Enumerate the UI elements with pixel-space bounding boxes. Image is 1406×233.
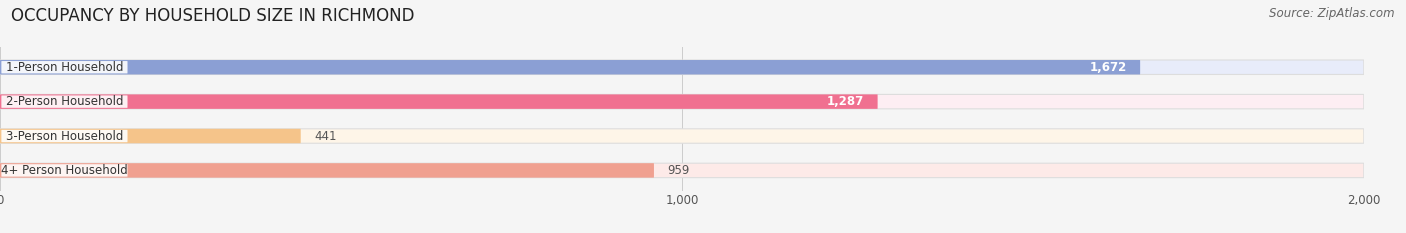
FancyBboxPatch shape <box>1 130 128 142</box>
FancyBboxPatch shape <box>0 60 1364 75</box>
Text: Source: ZipAtlas.com: Source: ZipAtlas.com <box>1270 7 1395 20</box>
FancyBboxPatch shape <box>0 94 877 109</box>
Text: 3-Person Household: 3-Person Household <box>6 130 124 143</box>
FancyBboxPatch shape <box>0 129 1364 143</box>
Text: OCCUPANCY BY HOUSEHOLD SIZE IN RICHMOND: OCCUPANCY BY HOUSEHOLD SIZE IN RICHMOND <box>11 7 415 25</box>
Text: 1,287: 1,287 <box>827 95 863 108</box>
FancyBboxPatch shape <box>1 96 128 108</box>
FancyBboxPatch shape <box>0 129 301 143</box>
Text: 4+ Person Household: 4+ Person Household <box>1 164 128 177</box>
FancyBboxPatch shape <box>0 163 654 178</box>
FancyBboxPatch shape <box>1 61 128 73</box>
Text: 441: 441 <box>315 130 337 143</box>
FancyBboxPatch shape <box>0 94 1364 109</box>
Text: 959: 959 <box>668 164 690 177</box>
FancyBboxPatch shape <box>0 163 1364 178</box>
Text: 1-Person Household: 1-Person Household <box>6 61 124 74</box>
Text: 2-Person Household: 2-Person Household <box>6 95 124 108</box>
Text: 1,672: 1,672 <box>1090 61 1126 74</box>
FancyBboxPatch shape <box>0 60 1140 75</box>
FancyBboxPatch shape <box>1 164 128 177</box>
